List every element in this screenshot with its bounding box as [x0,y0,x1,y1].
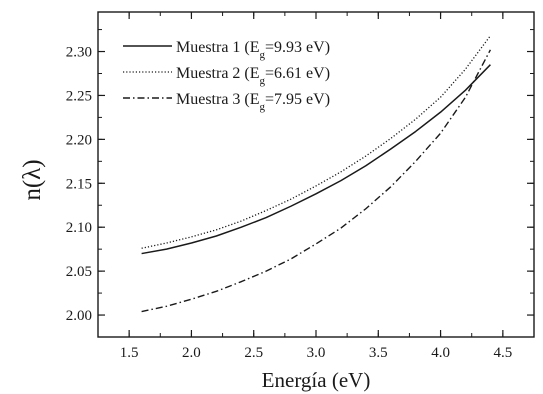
y-tick-label: 2.00 [66,308,92,324]
x-tick-label: 3.5 [369,345,388,361]
legend: Muestra 1 (Eg=9.93 eV)Muestra 2 (Eg=6.61… [123,39,330,113]
legend-label-prefix: Muestra 1 (E [176,39,260,56]
x-tick-label: 4.5 [493,345,512,361]
y-tick-label: 2.30 [66,45,92,61]
legend-label-suffix: =9.93 eV) [265,39,330,56]
plot-frame [97,11,535,338]
legend-label-prefix: Muestra 2 (E [176,65,260,82]
legend-label-subscript: g [260,75,266,87]
legend-label-muestra-3: Muestra 3 (Eg=7.95 eV) [176,91,330,113]
legend-label-subscript: g [260,49,266,61]
y-tick-label: 2.15 [66,176,92,192]
x-tick-label: 4.0 [431,345,450,361]
legend-label-suffix: =6.61 eV) [265,65,330,82]
legend-label-subscript: g [260,101,266,113]
legend-label-prefix: Muestra 3 (E [176,91,260,108]
x-ticks: 1.5 2.0 2.5 3.0 3.5 4.0 4.5 [97,12,535,361]
x-tick-label: 3.0 [307,345,326,361]
x-tick-label: 1.5 [120,345,139,361]
x-axis-label: Energía (eV) [262,368,371,392]
y-ticks: 2.00 2.05 2.10 2.15 2.20 2.25 2.30 [66,29,534,338]
series-line-muestra-2 [141,35,491,249]
series-layer [141,35,492,313]
x-tick-label: 2.0 [182,345,201,361]
y-tick-label: 2.10 [66,220,92,236]
y-tick-label: 2.05 [66,264,92,280]
legend-label-muestra-2: Muestra 2 (Eg=6.61 eV) [176,65,330,87]
y-tick-label: 2.25 [66,88,92,104]
x-tick-label: 2.5 [244,345,263,361]
legend-label-muestra-1: Muestra 1 (Eg=9.93 eV) [176,39,330,61]
legend-label-suffix: =7.95 eV) [265,91,330,108]
series-line-muestra-3 [141,49,492,313]
y-tick-label: 2.20 [66,132,92,148]
series-line-muestra-1 [141,64,491,255]
y-axis-label: n(λ) [19,159,46,200]
